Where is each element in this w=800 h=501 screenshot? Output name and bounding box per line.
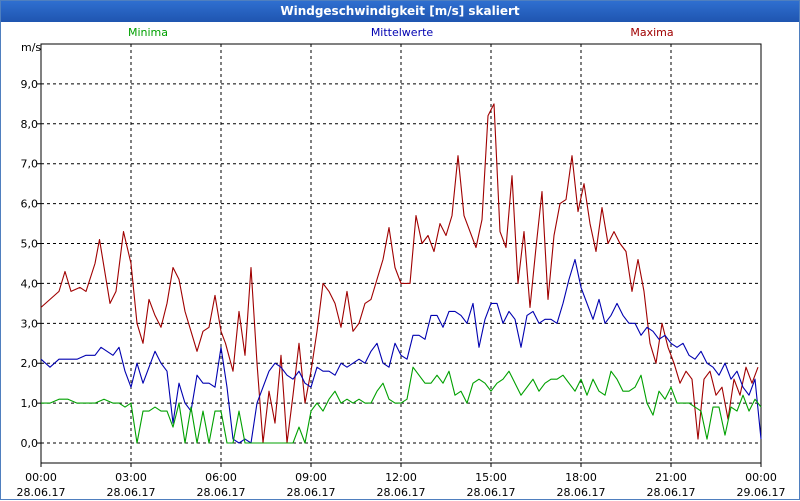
y-tick-label: 1,0 [21, 397, 39, 410]
series-line-minima [41, 366, 762, 444]
y-tick-label: 9,0 [21, 78, 39, 91]
legend-maxima: Maxima [630, 26, 673, 39]
window-title: Windgeschwindigkeit [m/s] skaliert [1, 1, 799, 22]
x-tick-time-label: 06:00 [205, 471, 237, 484]
x-tick-time-label: 00:00 [745, 471, 777, 484]
x-axis: 00:00 28.06.17 03:00 28.06.17 06:00 28.06.17 0… [17, 463, 786, 499]
x-tick-date-label: 28.06.17 [197, 486, 246, 499]
x-tick-date-label: 29.06.17 [737, 486, 786, 499]
x-tick-date-label: 28.06.17 [17, 486, 66, 499]
y-tick-label: 3,0 [21, 317, 39, 330]
y-axis-label: m/s [21, 41, 41, 54]
series-line-mittelwerte [40, 258, 762, 444]
legend-mittelwerte: Mittelwerte [371, 26, 434, 39]
x-tick-time-label: 00:00 [25, 471, 57, 484]
x-tick-time-label: 03:00 [115, 471, 147, 484]
x-tick-time-label: 09:00 [295, 471, 327, 484]
x-tick-date-label: 28.06.17 [467, 486, 516, 499]
grid-lines [41, 44, 761, 463]
series-lines [40, 103, 762, 444]
x-tick-date-label: 28.06.17 [647, 486, 696, 499]
y-tick-label: 2,0 [21, 357, 39, 370]
legend-minima: Minima [128, 26, 168, 39]
x-tick-date-label: 28.06.17 [287, 486, 336, 499]
x-tick-time-label: 21:00 [655, 471, 687, 484]
x-tick-time-label: 12:00 [385, 471, 417, 484]
x-tick-date-label: 28.06.17 [557, 486, 606, 499]
x-tick-date-label: 28.06.17 [377, 486, 426, 499]
y-tick-label: 7,0 [21, 158, 39, 171]
y-axis: 0,0 1,0 2,0 3,0 4,0 5,0 6,0 7,0 8,0 9,0 [21, 78, 41, 450]
y-tick-label: 0,0 [21, 437, 39, 450]
series-line-maxima [40, 103, 759, 444]
x-tick-time-label: 18:00 [565, 471, 597, 484]
y-tick-label: 8,0 [21, 118, 39, 131]
y-tick-label: 4,0 [21, 277, 39, 290]
x-tick-time-label: 15:00 [475, 471, 507, 484]
y-tick-label: 6,0 [21, 198, 39, 211]
x-tick-date-label: 28.06.17 [107, 486, 156, 499]
y-tick-label: 5,0 [21, 238, 39, 251]
